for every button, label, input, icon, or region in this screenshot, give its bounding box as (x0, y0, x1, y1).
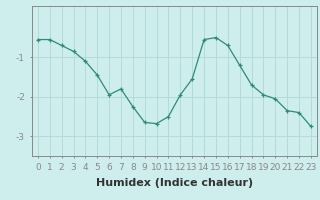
X-axis label: Humidex (Indice chaleur): Humidex (Indice chaleur) (96, 178, 253, 188)
